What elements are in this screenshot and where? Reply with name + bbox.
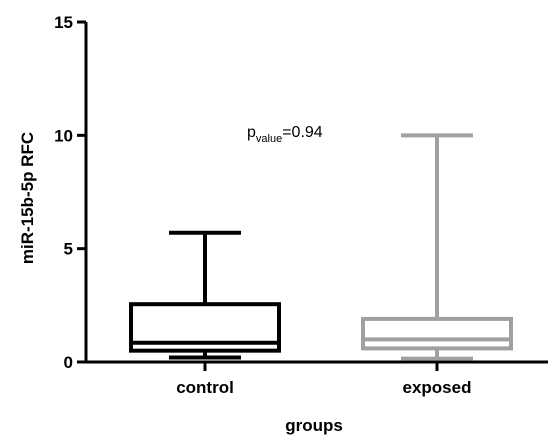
- p-value-suffix: =0.94: [282, 124, 323, 141]
- iqr-box: [361, 316, 513, 351]
- p-value-annotation: pvalue=0.94: [247, 124, 323, 145]
- y-tick-label: 5: [64, 240, 73, 259]
- x-axis-title: groups: [285, 416, 343, 435]
- p-value-prefix: p: [247, 124, 256, 141]
- plot-area: 0 5 10 15 control exposed: [54, 13, 548, 397]
- y-tick-label: 15: [54, 13, 73, 32]
- y-tick-label: 10: [54, 126, 73, 145]
- x-tick-label: control: [176, 378, 234, 397]
- y-axis-title: miR-15b-5p RFC: [18, 132, 37, 264]
- x-tick-label: exposed: [403, 378, 472, 397]
- y-tick-label: 0: [64, 353, 73, 372]
- p-value-subscript: value: [256, 133, 282, 145]
